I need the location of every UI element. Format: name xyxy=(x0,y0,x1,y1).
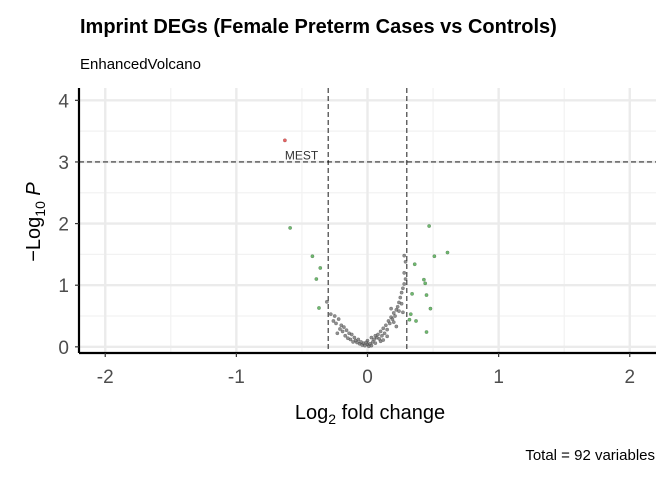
data-point xyxy=(332,314,337,318)
data-point xyxy=(310,254,315,259)
data-point xyxy=(403,277,408,281)
chart-subtitle: EnhancedVolcano xyxy=(80,56,201,73)
data-point xyxy=(352,335,357,340)
data-point xyxy=(427,224,432,228)
data-point xyxy=(328,312,333,317)
data-point xyxy=(410,291,414,296)
data-points xyxy=(282,138,450,349)
data-point xyxy=(381,338,386,342)
data-point xyxy=(395,304,400,309)
data-point xyxy=(282,138,287,143)
data-point xyxy=(373,333,378,338)
data-point xyxy=(407,317,412,322)
data-point xyxy=(331,319,336,323)
data-point xyxy=(364,340,369,345)
data-point xyxy=(424,330,429,334)
data-point xyxy=(351,340,355,344)
data-point xyxy=(401,286,405,291)
data-point xyxy=(340,329,345,334)
data-point xyxy=(393,314,397,318)
data-point xyxy=(338,327,342,331)
data-point xyxy=(369,343,374,348)
chart-title: Imprint DEGs (Female Preterm Cases vs Co… xyxy=(80,16,557,38)
data-point xyxy=(341,325,346,330)
data-point xyxy=(378,329,383,334)
data-point xyxy=(399,290,404,295)
data-point xyxy=(408,312,413,317)
data-point xyxy=(428,306,433,311)
data-point xyxy=(385,327,390,332)
data-point xyxy=(403,259,408,264)
point-label: MEST xyxy=(285,148,319,162)
data-point xyxy=(383,323,388,328)
tick-labels: -2 -1 0 1 2 0 1 2 3 4 xyxy=(58,91,635,388)
data-point xyxy=(345,336,350,341)
data-point xyxy=(402,282,407,286)
data-point xyxy=(391,311,396,315)
data-point xyxy=(288,225,293,230)
x-tick-label: -1 xyxy=(228,367,245,388)
x-axis-title: Log2 fold change xyxy=(295,402,445,427)
y-axis-title: −Log10 P xyxy=(23,182,48,262)
data-point xyxy=(432,254,437,259)
y-tick-label: 0 xyxy=(58,338,69,359)
data-point xyxy=(324,299,329,304)
data-point xyxy=(387,321,392,326)
data-point xyxy=(397,309,401,313)
data-point xyxy=(414,319,418,323)
data-point xyxy=(369,335,374,340)
x-tick-label: 2 xyxy=(624,367,635,388)
data-point xyxy=(380,333,384,338)
data-point xyxy=(382,331,387,336)
y-tick-label: 3 xyxy=(58,153,69,174)
data-point xyxy=(402,270,407,275)
data-point xyxy=(389,306,394,311)
data-point xyxy=(445,250,450,255)
data-point xyxy=(344,328,349,333)
data-point xyxy=(317,306,321,310)
data-point xyxy=(402,253,407,258)
point-labels: MEST xyxy=(285,148,319,162)
chart-caption: Total = 92 variables xyxy=(525,447,655,464)
data-point xyxy=(398,295,403,300)
y-tick-label: 1 xyxy=(58,276,69,297)
y-tick-label: 4 xyxy=(58,91,69,112)
data-point xyxy=(385,334,390,339)
cutoff-lines xyxy=(79,88,656,353)
data-point xyxy=(334,321,338,326)
data-point xyxy=(372,337,376,342)
data-point xyxy=(373,341,378,346)
data-point xyxy=(401,310,405,315)
data-point xyxy=(394,324,399,329)
data-point xyxy=(412,262,417,267)
data-point xyxy=(421,277,426,282)
x-tick-label: 0 xyxy=(362,367,373,388)
data-point xyxy=(349,332,354,337)
data-point xyxy=(423,281,428,286)
y-tick-label: 2 xyxy=(58,215,69,236)
data-point xyxy=(335,331,340,336)
data-point xyxy=(318,266,323,270)
data-point xyxy=(390,317,395,322)
gridlines xyxy=(79,88,656,353)
x-tick-label: 1 xyxy=(493,367,504,388)
data-point xyxy=(314,277,319,281)
data-point xyxy=(356,337,361,342)
data-point xyxy=(381,326,386,331)
data-point xyxy=(424,293,429,297)
data-point xyxy=(343,333,348,338)
data-point xyxy=(399,301,404,306)
data-point xyxy=(339,323,344,328)
data-point xyxy=(336,317,341,322)
x-tick-label: -2 xyxy=(97,367,114,388)
data-point xyxy=(391,320,396,325)
